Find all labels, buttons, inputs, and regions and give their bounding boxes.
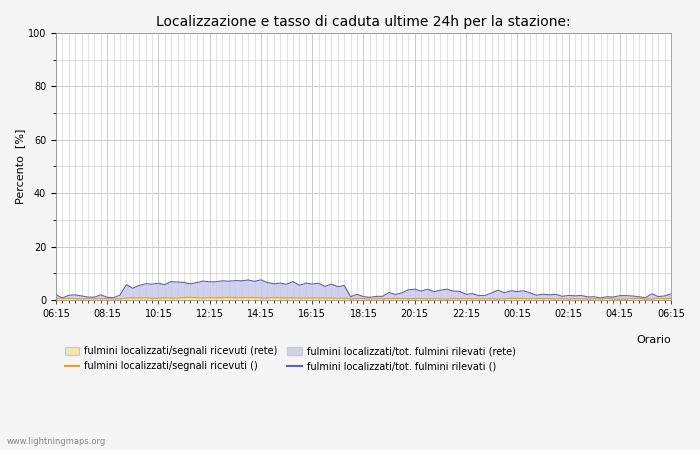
Text: www.lightningmaps.org: www.lightningmaps.org: [7, 436, 106, 446]
Y-axis label: Percento  [%]: Percento [%]: [15, 129, 25, 204]
Legend: fulmini localizzati/segnali ricevuti (rete), fulmini localizzati/segnali ricevut: fulmini localizzati/segnali ricevuti (re…: [61, 342, 519, 375]
Text: Orario: Orario: [636, 335, 671, 345]
Title: Localizzazione e tasso di caduta ultime 24h per la stazione:: Localizzazione e tasso di caduta ultime …: [156, 15, 570, 29]
